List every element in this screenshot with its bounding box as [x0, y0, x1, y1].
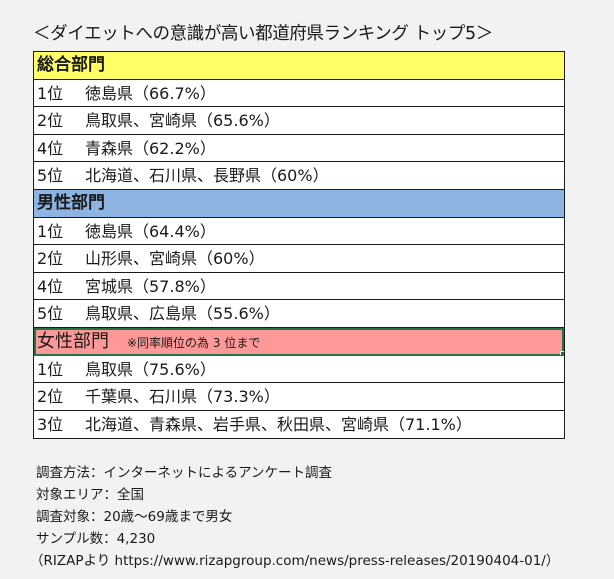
table-row[interactable]: 4位 宮城県（57.8%）: [34, 273, 564, 301]
table-row[interactable]: 1位 徳島県（64.4%）: [34, 218, 564, 246]
rank-cell: 4位: [37, 138, 64, 158]
survey-subjects: 調査対象：20歳〜69歳まで男女: [36, 509, 233, 525]
male-section-header[interactable]: 男性部門: [34, 189, 564, 218]
overall-section-header[interactable]: 総合部門: [34, 52, 564, 80]
table-row[interactable]: 5位 鳥取県、広島県（55.6%）: [34, 300, 564, 328]
prefecture-cell: 宮城県（57.8%）: [85, 276, 216, 296]
cell-fill-handle[interactable]: [560, 350, 564, 355]
prefecture-cell: 青森県（62.2%）: [85, 138, 216, 158]
source-citation: （RIZAPより https://www.rizapgroup.com/news…: [30, 553, 560, 569]
rank-cell: 1位: [37, 221, 64, 241]
table-row[interactable]: 2位 山形県、宮崎県（60%）: [34, 245, 564, 273]
table-row[interactable]: 4位 青森県（62.2%）: [34, 135, 564, 163]
survey-sample-size: サンプル数：4,230: [36, 531, 156, 547]
female-section-header[interactable]: 女性部門 ※同率順位の為 3 位まで: [34, 327, 564, 356]
table-row[interactable]: 1位 徳島県（66.7%）: [34, 80, 564, 108]
rank-cell: 2位: [37, 387, 64, 407]
overall-header-label: 総合部門: [37, 55, 105, 75]
rank-cell: 2位: [37, 249, 64, 269]
table-row[interactable]: 3位 北海道、青森県、岩手県、秋田県、宮崎県（71.1%）: [34, 411, 564, 439]
rank-cell: 5位: [37, 166, 64, 186]
table-row[interactable]: 1位 鳥取県（75.6%）: [34, 356, 564, 384]
rank-cell: 5位: [37, 304, 64, 324]
survey-notes: 調査方法：インターネットによるアンケート調査 対象エリア：全国 調査対象：20歳…: [30, 462, 559, 572]
survey-method: 調査方法：インターネットによるアンケート調査: [36, 465, 333, 481]
rank-cell: 1位: [37, 83, 64, 103]
rank-cell: 3位: [37, 414, 64, 434]
page-title: ＜ダイエットへの意識が高い都道府県ランキング トップ5＞: [33, 24, 493, 44]
tie-note: ※同率順位の為 3 位まで: [127, 335, 261, 350]
male-header-label: 男性部門: [37, 192, 105, 213]
prefecture-cell: 徳島県（64.4%）: [85, 221, 216, 241]
female-header-label: 女性部門: [37, 330, 109, 352]
rank-cell: 1位: [37, 359, 64, 379]
prefecture-cell: 鳥取県、宮崎県（65.6%）: [85, 111, 280, 131]
prefecture-cell: 北海道、石川県、長野県（60%）: [85, 166, 329, 186]
table-row[interactable]: 5位 北海道、石川県、長野県（60%）: [34, 162, 564, 190]
prefecture-cell: 山形県、宮崎県（60%）: [85, 249, 265, 269]
prefecture-cell: 鳥取県、広島県（55.6%）: [85, 304, 280, 324]
prefecture-cell: 徳島県（66.7%）: [85, 83, 216, 103]
prefecture-cell: 鳥取県（75.6%）: [85, 359, 216, 379]
rank-cell: 4位: [37, 276, 64, 296]
table-row[interactable]: 2位 千葉県、石川県（73.3%）: [34, 383, 564, 411]
rank-cell: 2位: [37, 111, 64, 131]
prefecture-cell: 北海道、青森県、岩手県、秋田県、宮崎県（71.1%）: [85, 414, 472, 434]
survey-area: 対象エリア：全国: [36, 487, 144, 503]
ranking-table: 総合部門 1位 徳島県（66.7%） 2位 鳥取県、宮崎県（65.6%） 4位 青森県…: [33, 51, 565, 440]
prefecture-cell: 千葉県、石川県（73.3%）: [85, 387, 280, 407]
table-row[interactable]: 2位 鳥取県、宮崎県（65.6%）: [34, 107, 564, 135]
